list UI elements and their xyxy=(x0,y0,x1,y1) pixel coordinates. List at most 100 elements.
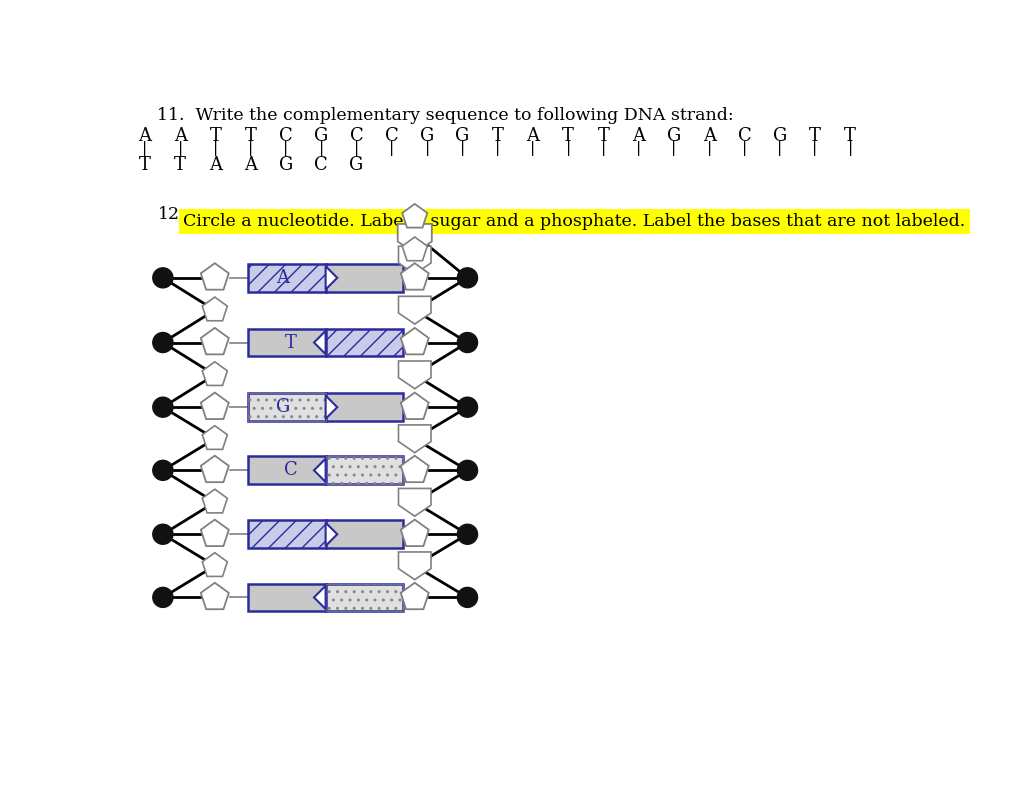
Text: A: A xyxy=(702,127,716,145)
Text: |: | xyxy=(460,141,465,155)
Polygon shape xyxy=(314,331,326,354)
Text: |: | xyxy=(741,141,748,155)
Bar xyxy=(326,264,403,292)
Text: |: | xyxy=(318,141,324,155)
Polygon shape xyxy=(398,489,431,516)
Bar xyxy=(248,393,326,421)
Circle shape xyxy=(458,587,477,607)
Circle shape xyxy=(458,332,477,352)
Polygon shape xyxy=(201,264,228,290)
Polygon shape xyxy=(314,586,326,609)
Polygon shape xyxy=(398,552,431,580)
Text: T: T xyxy=(174,156,186,174)
Polygon shape xyxy=(203,489,227,513)
Circle shape xyxy=(153,268,173,288)
Polygon shape xyxy=(203,297,227,320)
Text: T: T xyxy=(809,127,821,145)
Text: |: | xyxy=(248,141,254,155)
Bar xyxy=(248,328,326,356)
Polygon shape xyxy=(201,456,228,482)
Bar xyxy=(248,457,326,484)
Text: Circle a nucleotide. Label a sugar and a phosphate. Label the bases that are not: Circle a nucleotide. Label a sugar and a… xyxy=(183,213,966,230)
Polygon shape xyxy=(400,264,429,290)
Text: A: A xyxy=(138,127,152,145)
Text: T: T xyxy=(845,127,856,145)
Polygon shape xyxy=(326,396,337,419)
Circle shape xyxy=(153,332,173,352)
Text: |: | xyxy=(530,141,536,155)
Circle shape xyxy=(458,397,477,417)
Text: C: C xyxy=(314,156,329,174)
Text: G: G xyxy=(420,127,434,145)
Bar xyxy=(326,584,403,611)
Text: C: C xyxy=(737,127,752,145)
Circle shape xyxy=(153,397,173,417)
Text: |: | xyxy=(389,141,394,155)
Circle shape xyxy=(153,524,173,544)
Polygon shape xyxy=(326,522,337,546)
Text: G: G xyxy=(349,156,364,174)
Text: G: G xyxy=(275,398,290,417)
Bar xyxy=(326,393,403,421)
Text: T: T xyxy=(285,333,297,352)
Text: |: | xyxy=(672,141,677,155)
Text: C: C xyxy=(350,127,364,145)
Polygon shape xyxy=(201,520,228,546)
Polygon shape xyxy=(400,520,429,546)
Text: T: T xyxy=(598,127,609,145)
Text: C: C xyxy=(284,461,298,479)
Text: |: | xyxy=(601,141,606,155)
Polygon shape xyxy=(314,459,326,482)
Circle shape xyxy=(458,268,477,288)
Polygon shape xyxy=(203,553,227,577)
Text: G: G xyxy=(773,127,786,145)
Circle shape xyxy=(458,461,477,481)
Bar xyxy=(248,264,326,292)
Polygon shape xyxy=(397,224,432,253)
Polygon shape xyxy=(203,362,227,385)
Text: C: C xyxy=(385,127,398,145)
Text: A: A xyxy=(632,127,645,145)
Polygon shape xyxy=(201,583,228,610)
Circle shape xyxy=(153,587,173,607)
Polygon shape xyxy=(400,583,429,610)
Text: |: | xyxy=(284,141,289,155)
Text: T: T xyxy=(139,156,151,174)
Text: |: | xyxy=(178,141,183,155)
Bar xyxy=(248,264,326,292)
Bar xyxy=(248,521,326,548)
Text: |: | xyxy=(354,141,359,155)
Text: T: T xyxy=(245,127,257,145)
Text: A: A xyxy=(526,127,540,145)
Text: |: | xyxy=(142,141,147,155)
Text: G: G xyxy=(456,127,470,145)
Text: T: T xyxy=(210,127,221,145)
Text: A: A xyxy=(276,269,290,287)
Polygon shape xyxy=(398,361,431,388)
Polygon shape xyxy=(398,296,431,324)
Text: A: A xyxy=(209,156,222,174)
Circle shape xyxy=(458,524,477,544)
Text: T: T xyxy=(562,127,574,145)
Text: A: A xyxy=(174,127,186,145)
Text: |: | xyxy=(812,141,817,155)
Bar xyxy=(326,328,403,356)
Text: |: | xyxy=(636,141,641,155)
Text: A: A xyxy=(245,156,257,174)
Text: |: | xyxy=(777,141,782,155)
Polygon shape xyxy=(402,237,427,260)
Bar xyxy=(326,457,403,484)
Polygon shape xyxy=(398,425,431,453)
Bar xyxy=(326,328,403,356)
Text: G: G xyxy=(314,127,329,145)
Polygon shape xyxy=(400,392,429,419)
Polygon shape xyxy=(201,392,228,419)
Text: |: | xyxy=(425,141,430,155)
Bar xyxy=(326,457,403,484)
Text: T: T xyxy=(492,127,504,145)
Text: G: G xyxy=(667,127,681,145)
Text: |: | xyxy=(565,141,570,155)
Bar xyxy=(248,521,326,548)
Text: |: | xyxy=(848,141,853,155)
Text: 11.  Write the complementary sequence to following DNA strand:: 11. Write the complementary sequence to … xyxy=(158,107,734,124)
